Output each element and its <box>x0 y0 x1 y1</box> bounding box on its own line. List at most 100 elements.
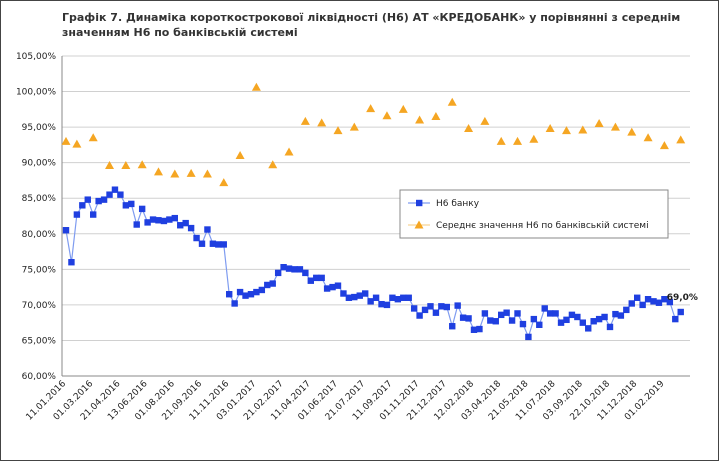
marker <box>73 211 81 218</box>
marker <box>514 310 521 317</box>
marker <box>138 205 146 213</box>
marker <box>90 211 97 218</box>
marker <box>329 283 336 291</box>
y-tick-label: 65,00% <box>22 336 57 346</box>
marker <box>400 294 407 301</box>
marker <box>470 326 478 333</box>
marker <box>536 321 543 328</box>
marker <box>529 134 539 143</box>
marker <box>137 160 147 169</box>
marker <box>394 296 402 303</box>
marker <box>659 141 669 150</box>
marker <box>215 241 222 248</box>
marker <box>62 227 70 234</box>
marker <box>68 259 75 266</box>
marker <box>530 315 538 323</box>
marker <box>579 319 586 326</box>
marker <box>503 309 510 316</box>
marker <box>410 305 418 312</box>
chart-title: Графік 7. Динаміка короткострокової лікв… <box>62 11 680 24</box>
marker <box>264 281 271 289</box>
marker <box>677 308 684 316</box>
marker <box>284 147 294 156</box>
marker <box>594 119 604 128</box>
marker <box>561 126 571 135</box>
marker <box>187 224 195 232</box>
marker <box>100 196 108 203</box>
marker <box>476 325 483 333</box>
marker <box>449 323 456 330</box>
marker <box>149 216 157 223</box>
marker <box>242 292 249 299</box>
y-tick-label: 100,00% <box>16 88 56 98</box>
marker <box>61 136 71 145</box>
marker <box>498 311 505 319</box>
marker <box>202 169 212 178</box>
marker <box>166 216 173 223</box>
marker <box>340 290 347 297</box>
marker <box>251 82 261 91</box>
marker <box>231 300 238 307</box>
marker <box>198 240 206 247</box>
y-tick-label: 80,00% <box>22 230 57 240</box>
marker <box>220 241 227 248</box>
marker <box>480 116 490 125</box>
marker <box>563 316 570 324</box>
marker <box>623 306 630 314</box>
marker <box>274 269 282 277</box>
marker <box>546 310 554 317</box>
marker <box>84 196 91 203</box>
marker <box>193 234 200 242</box>
data-label: 69,0% <box>667 293 698 303</box>
marker <box>541 305 548 312</box>
marker <box>105 161 115 170</box>
marker <box>378 300 385 308</box>
marker <box>160 217 168 225</box>
legend-box <box>399 189 669 239</box>
marker <box>317 118 327 127</box>
marker <box>367 298 374 305</box>
chart-title: значенням Н6 по банківській системі <box>62 26 298 39</box>
marker <box>557 319 565 326</box>
marker <box>617 312 625 319</box>
legend-marker <box>416 199 423 207</box>
marker <box>128 200 135 208</box>
legend-label: Н6 банку <box>436 199 480 209</box>
marker <box>590 318 597 325</box>
marker <box>258 286 266 294</box>
marker <box>280 264 287 271</box>
marker <box>666 298 674 306</box>
marker <box>595 315 603 323</box>
marker <box>291 266 298 273</box>
marker <box>88 133 98 142</box>
marker <box>585 325 592 332</box>
marker <box>79 202 86 209</box>
marker <box>285 265 293 272</box>
legend-label: Середнє значення Н6 по банківській систе… <box>436 221 649 231</box>
marker <box>672 315 679 323</box>
marker <box>454 302 461 309</box>
marker <box>153 167 163 176</box>
y-tick-label: 85,00% <box>22 194 57 204</box>
marker <box>610 122 620 131</box>
marker <box>323 285 331 292</box>
marker <box>300 116 310 125</box>
marker <box>144 219 151 226</box>
marker <box>318 274 325 282</box>
marker <box>415 115 425 124</box>
marker <box>106 191 113 198</box>
y-tick-label: 90,00% <box>22 159 57 169</box>
marker <box>219 178 229 187</box>
marker <box>362 290 369 297</box>
marker <box>513 136 523 145</box>
marker <box>398 104 408 113</box>
marker <box>155 217 162 224</box>
marker <box>334 282 342 289</box>
marker <box>496 136 506 145</box>
marker <box>307 277 314 284</box>
y-tick-label: 75,00% <box>22 265 57 275</box>
marker <box>95 197 102 205</box>
y-tick-label: 60,00% <box>22 372 57 382</box>
marker <box>650 298 657 305</box>
